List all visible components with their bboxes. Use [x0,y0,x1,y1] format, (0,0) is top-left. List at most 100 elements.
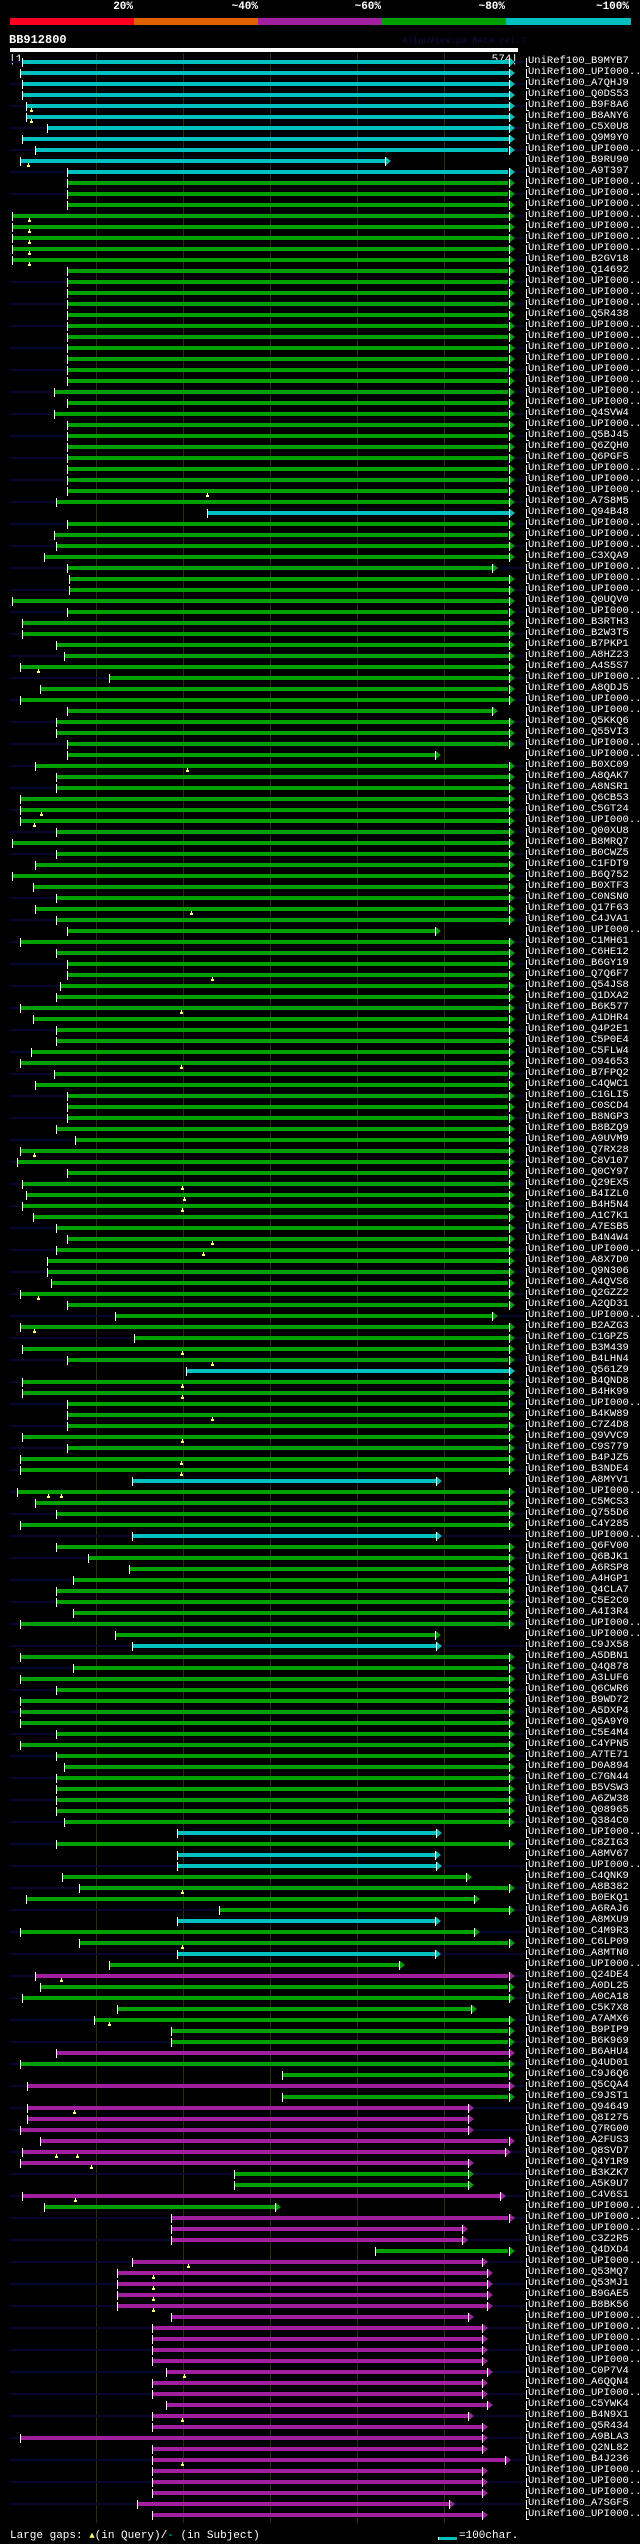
hit-label[interactable]: UniRef100_Q5BJ45 [528,429,629,441]
hit-label[interactable]: UniRef100_C9S779 [528,1441,629,1453]
hit-label[interactable]: UniRef100_Q14692 [528,264,629,276]
hit-label[interactable]: UniRef100_UPI000.. [528,2255,640,2267]
hit-label[interactable]: UniRef100_C8ZIG3 [528,1837,629,1849]
hit-label[interactable]: UniRef100_B8BK56 [528,2299,629,2311]
hit-label[interactable]: UniRef100_B4LHN4 [528,1353,629,1365]
hit-label[interactable]: UniRef100_UPI000.. [528,396,640,408]
hit-label[interactable]: UniRef100_Q94649 [528,2101,629,2113]
hit-label[interactable]: UniRef100_UPI000.. [528,2343,640,2355]
hit-label[interactable]: UniRef100_B6K969 [528,2035,629,2047]
hit-label[interactable]: UniRef100_Q6BJK1 [528,1551,629,1563]
hit-label[interactable]: UniRef100_B9F8A6 [528,99,629,111]
hit-label[interactable]: UniRef100_UPI000.. [528,385,640,397]
hit-label[interactable]: UniRef100_A0DL25 [528,1980,629,1992]
hit-label[interactable]: UniRef100_UPI000.. [528,242,640,254]
hit-label[interactable]: UniRef100_UPI000.. [528,176,640,188]
hit-label[interactable]: UniRef100_C1GLI5 [528,1089,629,1101]
hit-label[interactable]: UniRef100_B4H5N4 [528,1199,629,1211]
hit-label[interactable]: UniRef100_UPI000.. [528,1958,640,1970]
hit-label[interactable]: UniRef100_UPI000.. [528,418,640,430]
hit-label[interactable]: UniRef100_Q4UD01 [528,2057,629,2069]
hit-label[interactable]: UniRef100_C4QNK9 [528,1870,629,1882]
hit-label[interactable]: UniRef100_C4JVA1 [528,913,629,925]
hit-label[interactable]: UniRef100_Q2NL82 [528,2442,629,2454]
hit-label[interactable]: UniRef100_C3XQA9 [528,550,629,562]
hit-label[interactable]: UniRef100_Q5R434 [528,2420,629,2432]
hit-label[interactable]: UniRef100_B6Q752 [528,869,629,881]
hit-label[interactable]: UniRef100_UPI000.. [528,2332,640,2344]
hit-label[interactable]: UniRef100_C5E2C0 [528,1595,629,1607]
hit-label[interactable]: UniRef100_Q5KKQ6 [528,715,629,727]
hit-label[interactable]: UniRef100_B7PKP1 [528,638,629,650]
hit-label[interactable]: UniRef100_A4HGP1 [528,1573,629,1585]
hit-label[interactable]: UniRef100_UPI000.. [528,561,640,573]
hit-label[interactable]: UniRef100_C5X0U8 [528,121,629,133]
hit-label[interactable]: UniRef100_Q6PGF5 [528,451,629,463]
hit-label[interactable]: UniRef100_Q6CB53 [528,792,629,804]
hit-label[interactable]: UniRef100_C6LP09 [528,1936,629,1948]
hit-label[interactable]: UniRef100_A8QDJ5 [528,682,629,694]
hit-label[interactable]: UniRef100_A7QHJ9 [528,77,629,89]
hit-label[interactable]: UniRef100_UPI000.. [528,1529,640,1541]
hit-label[interactable]: UniRef100_B4PJZ5 [528,1452,629,1464]
hit-label[interactable]: UniRef100_C5E4M4 [528,1727,629,1739]
hit-label[interactable]: UniRef100_UPI000.. [528,2464,640,2476]
hit-label[interactable]: UniRef100_B4IZL0 [528,1188,629,1200]
hit-label[interactable]: UniRef100_Q7RG00 [528,2123,629,2135]
hit-label[interactable]: UniRef100_Q9M9Y0 [528,132,629,144]
hit-label[interactable]: UniRef100_A7SGF5 [528,2497,629,2509]
hit-label[interactable]: UniRef100_UPI000.. [528,671,640,683]
hit-label[interactable]: UniRef100_UPI000.. [528,2222,640,2234]
hit-label[interactable]: UniRef100_Q5R438 [528,308,629,320]
hit-label[interactable]: UniRef100_B0XTF3 [528,880,629,892]
hit-label[interactable]: UniRef100_A7S8M5 [528,495,629,507]
hit-label[interactable]: UniRef100_A8MTN0 [528,1947,629,1959]
hit-label[interactable]: UniRef100_Q8I275 [528,2112,629,2124]
hit-label[interactable]: UniRef100_Q29EX5 [528,1177,629,1189]
hit-label[interactable]: UniRef100_C6HE12 [528,946,629,958]
hit-label[interactable]: UniRef100_B8BZQ9 [528,1122,629,1134]
hit-label[interactable]: UniRef100_UPI000.. [528,2486,640,2498]
hit-label[interactable]: UniRef100_A3LUF6 [528,1672,629,1684]
hit-label[interactable]: UniRef100_UPI000.. [528,374,640,386]
hit-label[interactable]: UniRef100_UPI000.. [528,2310,640,2322]
hit-label[interactable]: UniRef100_B2GV18 [528,253,629,265]
hit-label[interactable]: UniRef100_Q0DS53 [528,88,629,100]
hit-label[interactable]: UniRef100_Q53MQ7 [528,2266,629,2278]
hit-label[interactable]: UniRef100_UPI000.. [528,814,640,826]
hit-label[interactable]: UniRef100_C8V107 [528,1155,629,1167]
hit-label[interactable]: UniRef100_Q2GZZ2 [528,1287,629,1299]
hit-label[interactable]: UniRef100_Q4DXD4 [528,2244,629,2256]
hit-label[interactable]: UniRef100_A7AMX6 [528,2013,629,2025]
hit-label[interactable]: UniRef100_UPI000.. [528,539,640,551]
hit-label[interactable]: UniRef100_A2FUS3 [528,2134,629,2146]
hit-label[interactable]: UniRef100_C9JST1 [528,2090,629,2102]
hit-label[interactable]: UniRef100_B0EKQ1 [528,1892,629,1904]
hit-label[interactable]: UniRef100_O94653 [528,1056,629,1068]
hit-label[interactable]: UniRef100_B3KZK7 [528,2167,629,2179]
hit-label[interactable]: UniRef100_UPI000.. [528,1617,640,1629]
hit-label[interactable]: UniRef100_C9J6Q6 [528,2068,629,2080]
hit-label[interactable]: UniRef100_A4I3R4 [528,1606,629,1618]
hit-label[interactable]: UniRef100_A7TE71 [528,1749,629,1761]
hit-label[interactable]: UniRef100_A8MXU9 [528,1914,629,1926]
hit-label[interactable]: UniRef100_A8NSR1 [528,781,629,793]
hit-label[interactable]: UniRef100_Q24DE4 [528,1969,629,1981]
hit-label[interactable]: UniRef100_A8HZ23 [528,649,629,661]
hit-label[interactable]: UniRef100_UPI000.. [528,2475,640,2487]
hit-label[interactable]: UniRef100_Q755D6 [528,1507,629,1519]
hit-label[interactable]: UniRef100_C7Z4D8 [528,1419,629,1431]
hit-label[interactable]: UniRef100_C0SCD4 [528,1100,629,1112]
hit-label[interactable]: UniRef100_C4V6S1 [528,2189,629,2201]
hit-label[interactable]: UniRef100_B3RTH3 [528,616,629,628]
hit-label[interactable]: UniRef100_Q94B48 [528,506,629,518]
hit-label[interactable]: UniRef100_B9RU90 [528,154,629,166]
hit-label[interactable]: UniRef100_A6RSP8 [528,1562,629,1574]
hit-label[interactable]: UniRef100_UPI000.. [528,2211,640,2223]
hit-label[interactable]: UniRef100_UPI000.. [528,2508,640,2520]
hit-label[interactable]: UniRef100_UPI000.. [528,517,640,529]
hit-label[interactable]: UniRef100_A6ZW38 [528,1793,629,1805]
hit-label[interactable]: UniRef100_Q4Y1R9 [528,2156,629,2168]
hit-label[interactable]: UniRef100_Q7RX28 [528,1144,629,1156]
hit-label[interactable]: UniRef100_C3Z2R5 [528,2233,629,2245]
